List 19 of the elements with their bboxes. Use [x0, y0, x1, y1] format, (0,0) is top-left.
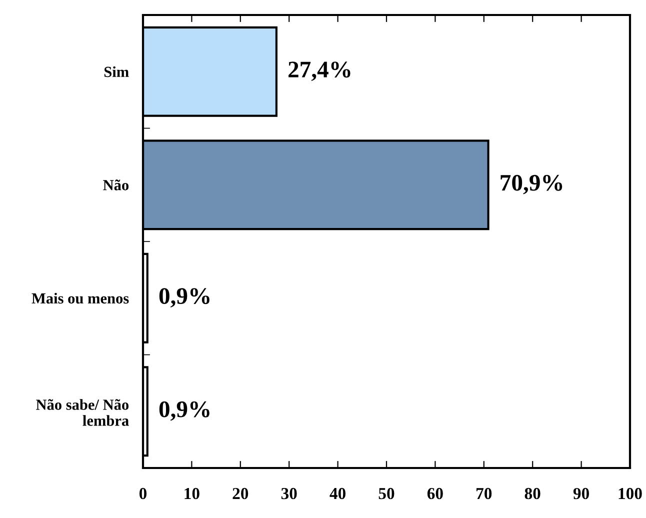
data-label: 70,9% [500, 174, 562, 194]
x-tick-label: 60 [427, 488, 443, 500]
y-tick-label: Mais ou menos [32, 292, 129, 304]
data-label: 27,4% [288, 62, 350, 81]
x-tick-label: 70 [476, 488, 492, 500]
x-tick-label: 10 [184, 488, 200, 500]
x-tick-label: 80 [524, 488, 540, 500]
y-tick-label: Sim [104, 66, 129, 78]
x-tick-label: 30 [281, 488, 297, 500]
x-tick-label: 20 [232, 488, 248, 500]
x-tick-label: 50 [378, 488, 394, 500]
y-tick-label: Não [103, 180, 129, 190]
x-tick-label: 0 [139, 488, 147, 500]
x-tick-label: 90 [573, 488, 589, 500]
x-tick-label: 40 [330, 488, 346, 500]
y-tick-label: Não sabe/ Não lembra [36, 399, 129, 426]
data-label: 0,9% [159, 401, 210, 421]
x-tick-label: 100 [618, 488, 642, 500]
data-label: 0,9% [159, 288, 210, 308]
